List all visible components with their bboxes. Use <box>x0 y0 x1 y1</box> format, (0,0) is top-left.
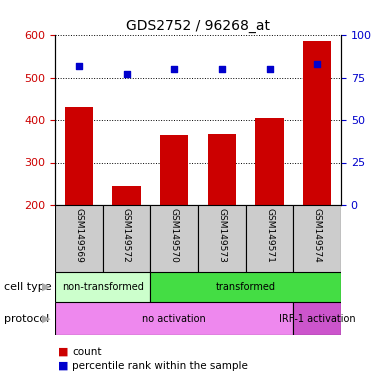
Text: GSM149573: GSM149573 <box>217 208 226 263</box>
Text: transformed: transformed <box>216 282 276 292</box>
Text: GSM149571: GSM149571 <box>265 208 274 263</box>
Text: GSM149574: GSM149574 <box>313 208 322 262</box>
Bar <box>246 205 293 272</box>
Point <box>219 66 225 72</box>
Bar <box>207 134 236 205</box>
Text: no activation: no activation <box>142 313 206 323</box>
Text: ▶: ▶ <box>42 282 50 292</box>
Bar <box>255 118 284 205</box>
Text: protocol: protocol <box>4 313 49 323</box>
Text: GSM149570: GSM149570 <box>170 208 179 263</box>
Text: cell type: cell type <box>4 282 51 292</box>
Text: percentile rank within the sample: percentile rank within the sample <box>72 361 248 371</box>
Bar <box>303 41 331 205</box>
Bar <box>293 205 341 272</box>
Point <box>76 63 82 69</box>
Bar <box>198 205 246 272</box>
Point <box>314 61 320 67</box>
Point <box>266 66 272 72</box>
Point <box>171 66 177 72</box>
Bar <box>65 107 93 205</box>
Text: ■: ■ <box>58 361 68 371</box>
Bar <box>55 272 150 302</box>
Text: ■: ■ <box>58 347 68 357</box>
Text: non-transformed: non-transformed <box>62 282 144 292</box>
Bar <box>55 205 103 272</box>
Text: GSM149572: GSM149572 <box>122 208 131 262</box>
Text: IRF-1 activation: IRF-1 activation <box>279 313 355 323</box>
Bar <box>55 302 293 335</box>
Bar <box>293 302 341 335</box>
Bar <box>103 205 150 272</box>
Bar <box>150 205 198 272</box>
Bar <box>160 135 188 205</box>
Text: GSM149569: GSM149569 <box>74 208 83 263</box>
Text: count: count <box>72 347 102 357</box>
Point <box>124 71 129 77</box>
Title: GDS2752 / 96268_at: GDS2752 / 96268_at <box>126 18 270 33</box>
Text: ▶: ▶ <box>42 313 50 323</box>
Bar <box>112 186 141 205</box>
Bar <box>150 272 341 302</box>
